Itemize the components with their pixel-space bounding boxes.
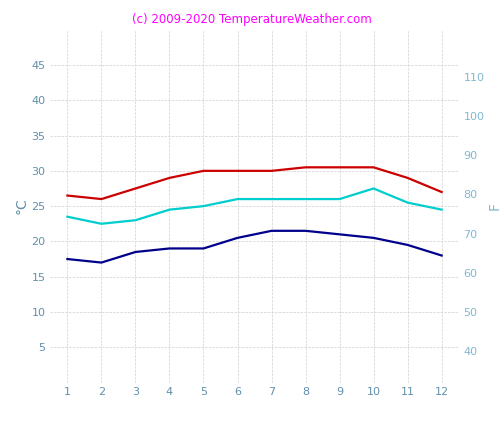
Y-axis label: F: F [487, 202, 501, 210]
Y-axis label: °C: °C [15, 198, 29, 215]
Text: (c) 2009-2020 TemperatureWeather.com: (c) 2009-2020 TemperatureWeather.com [132, 13, 372, 26]
